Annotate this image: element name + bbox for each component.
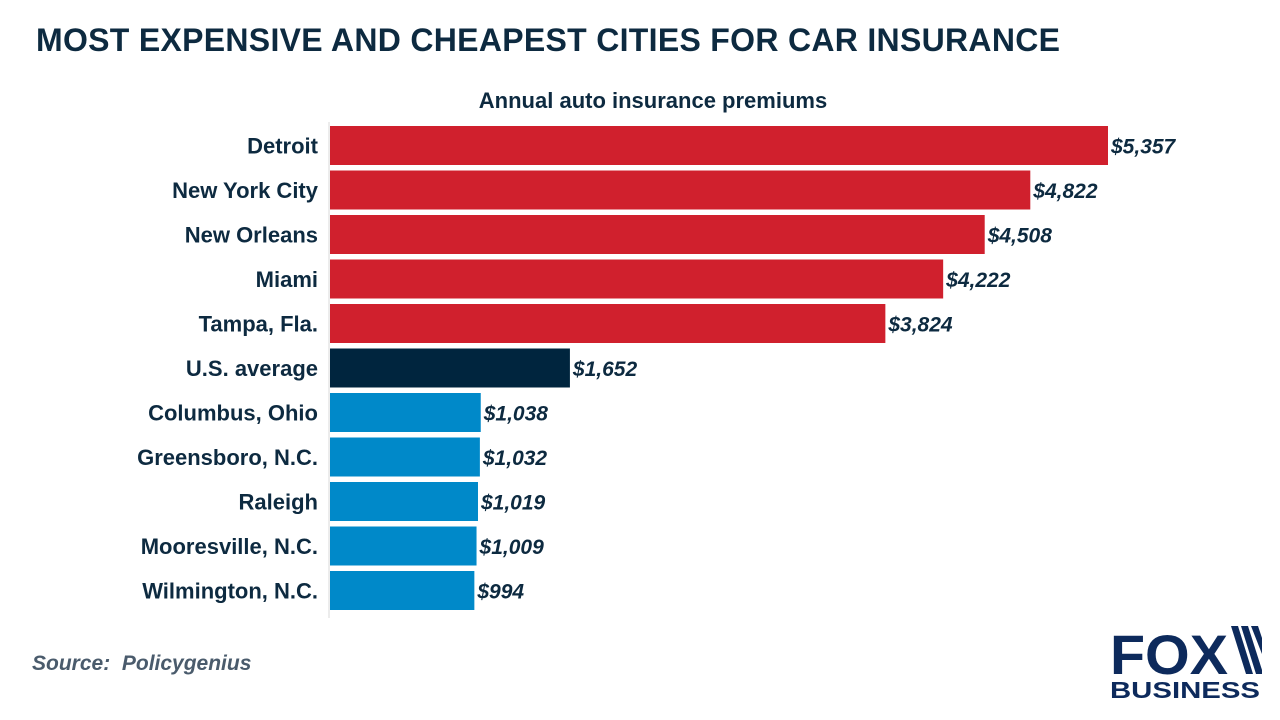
logo-fox-text: FOX	[1110, 623, 1228, 686]
bar-detroit	[330, 126, 1108, 165]
value-label-detroit: $5,357	[1110, 136, 1177, 159]
bar-new-york-city	[330, 170, 1031, 210]
category-label-wilmington-n-c: Wilmington, N.C.	[142, 579, 318, 604]
value-label-tampa-fla: $3,824	[887, 314, 953, 337]
category-label-raleigh: Raleigh	[239, 490, 318, 515]
fox-business-logo: FOX BUSINESS	[1110, 623, 1262, 700]
bar-chart: Annual auto insurance premiums Detroit $5…	[137, 88, 1177, 618]
value-label-raleigh: $1,019	[480, 492, 546, 515]
bar-miami	[330, 259, 944, 299]
category-label-miami: Miami	[256, 267, 318, 292]
value-label-miami: $4,222	[945, 269, 1011, 292]
value-label-wilmington-n-c: $994	[476, 581, 524, 604]
category-label-new-york-city: New York City	[172, 178, 319, 203]
bar-raleigh	[330, 482, 478, 521]
category-label-new-orleans: New Orleans	[185, 223, 318, 248]
bar-greensboro-n-c	[330, 437, 480, 477]
bar-new-orleans	[330, 215, 985, 254]
category-label-tampa-fla: Tampa, Fla.	[199, 312, 318, 337]
chart-subtitle: Annual auto insurance premiums	[479, 88, 827, 113]
category-label-u-s-average: U.S. average	[186, 356, 318, 381]
category-label-greensboro-n-c: Greensboro, N.C.	[137, 445, 318, 470]
value-label-u-s-average: $1,652	[572, 358, 638, 381]
bar-columbus-ohio	[330, 393, 481, 432]
category-label-mooresville-n-c: Mooresville, N.C.	[141, 534, 318, 559]
value-label-greensboro-n-c: $1,032	[482, 447, 548, 470]
bar-u-s-average	[330, 348, 570, 388]
source-note: Source: Policygenius	[32, 652, 252, 675]
value-label-new-york-city: $4,822	[1032, 180, 1098, 203]
bar-tampa-fla	[330, 304, 886, 343]
value-label-new-orleans: $4,508	[987, 225, 1053, 248]
logo-business-text: BUSINESS	[1110, 677, 1260, 700]
value-label-columbus-ohio: $1,038	[483, 403, 549, 426]
category-label-detroit: Detroit	[247, 134, 319, 159]
bars-group: Detroit $5,357 New York City $4,822 New Orle…	[137, 126, 1177, 610]
bar-mooresville-n-c	[330, 526, 477, 566]
value-label-mooresville-n-c: $1,009	[479, 536, 545, 559]
bar-wilmington-n-c	[330, 571, 475, 610]
category-label-columbus-ohio: Columbus, Ohio	[148, 401, 318, 426]
logo-stripes-icon	[1231, 626, 1262, 674]
page-title: MOST EXPENSIVE AND CHEAPEST CITIES FOR C…	[36, 22, 1061, 58]
